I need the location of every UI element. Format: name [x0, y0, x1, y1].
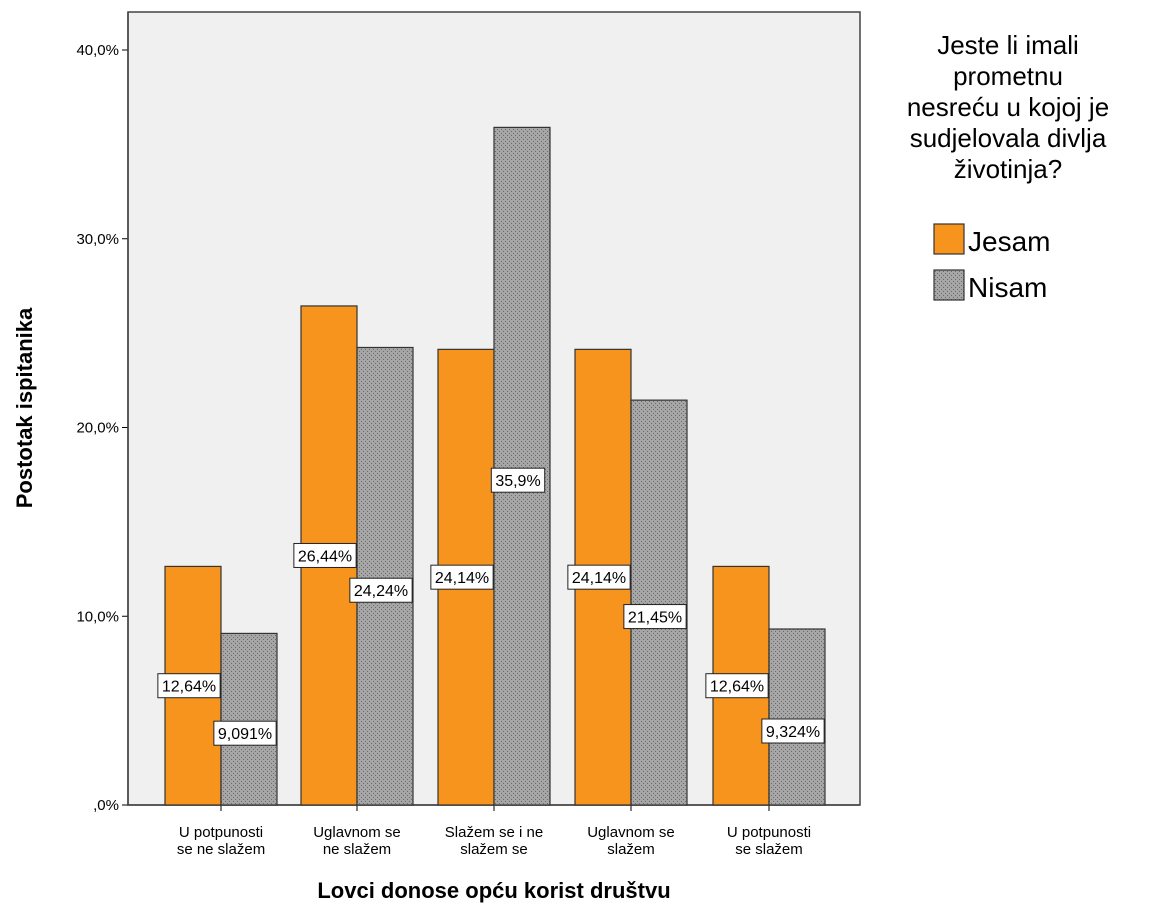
legend-title-line: Jeste li imali [937, 30, 1079, 60]
data-label-box [567, 564, 631, 590]
x-tick-label: se ne slažem [177, 841, 265, 858]
bar-nisam [493, 126, 551, 806]
x-tick-label: U potpunosti [727, 824, 811, 841]
bars [164, 126, 826, 806]
x-tick-label: Uglavnom se [313, 824, 401, 841]
y-tick-label: ,0% [93, 797, 119, 814]
data-label-box [157, 673, 221, 699]
x-tick-label: U potpunosti [179, 824, 263, 841]
data-label: 24,24% [349, 577, 413, 603]
legend-title-line: prometnu [953, 61, 1063, 91]
data-label-text: 21,45% [628, 610, 682, 627]
data-label-box [623, 604, 687, 630]
data-label: 24,14% [567, 564, 631, 590]
data-labels: 12,64% 26,44% 24,14% 24,14% 12,64% 9,091% 24,2… [157, 467, 825, 746]
data-label-box [761, 718, 825, 744]
x-tick-label: slažem [607, 841, 655, 858]
data-label: 24,14% [430, 564, 494, 590]
data-label: 35,9% [490, 467, 546, 493]
bar-nisam [630, 399, 688, 806]
y-tick-label: 10,0% [76, 608, 119, 625]
x-tick-label: Slažem se i ne [445, 824, 543, 841]
data-label-text: 12,64% [162, 679, 216, 696]
legend-swatch-jesam [933, 223, 965, 255]
legend-items: Jesam Nisam [933, 223, 1050, 303]
x-tick-label: ne slažem [323, 841, 391, 858]
data-label-text: 24,24% [354, 583, 408, 600]
legend-label-nisam: Nisam [968, 272, 1047, 303]
y-axis-title: Postotak ispitanika [12, 307, 37, 508]
legend-label-jesam: Jesam [968, 226, 1050, 257]
bar-nisam [356, 346, 414, 806]
data-label-text: 24,14% [572, 570, 626, 587]
y-tick-label: 30,0% [76, 231, 119, 248]
data-label-text: 35,9% [495, 473, 540, 490]
data-label-box [349, 577, 413, 603]
data-label: 12,64% [157, 673, 221, 699]
bar-nisam [768, 628, 826, 806]
y-axis: ,0% 10,0% 20,0% 30,0% 40,0% [76, 12, 129, 814]
data-label: 26,44% [293, 542, 357, 568]
y-tick-label: 40,0% [76, 42, 119, 59]
data-label: 12,64% [705, 673, 769, 699]
data-label-text: 24,14% [435, 570, 489, 587]
y-tick-label: 20,0% [76, 420, 119, 437]
data-label-box [490, 467, 546, 493]
data-label-text: 9,324% [766, 724, 820, 741]
data-label-text: 9,091% [218, 726, 272, 743]
data-label-box [705, 673, 769, 699]
data-label-box [293, 542, 357, 568]
x-tick-label: se slažem [735, 841, 803, 858]
legend-title-line: sudjelovala divlja [910, 123, 1107, 153]
x-axis-title: Lovci donose opću korist društvu [317, 878, 670, 903]
bar-nisam [220, 632, 278, 806]
legend-title-line: nesreću u kojoj je [907, 92, 1109, 122]
x-tick-label: slažem se [460, 841, 528, 858]
data-label: 9,091% [213, 720, 277, 746]
data-label-text: 26,44% [298, 548, 352, 565]
data-label-box [213, 720, 277, 746]
legend-swatch-nisam [933, 269, 965, 301]
data-label-box [430, 564, 494, 590]
data-label: 21,45% [623, 604, 687, 630]
data-label: 9,324% [761, 718, 825, 744]
data-label-text: 12,64% [710, 679, 764, 696]
x-tick-label: Uglavnom se [587, 824, 675, 841]
legend-title-line: životinja? [954, 154, 1062, 184]
